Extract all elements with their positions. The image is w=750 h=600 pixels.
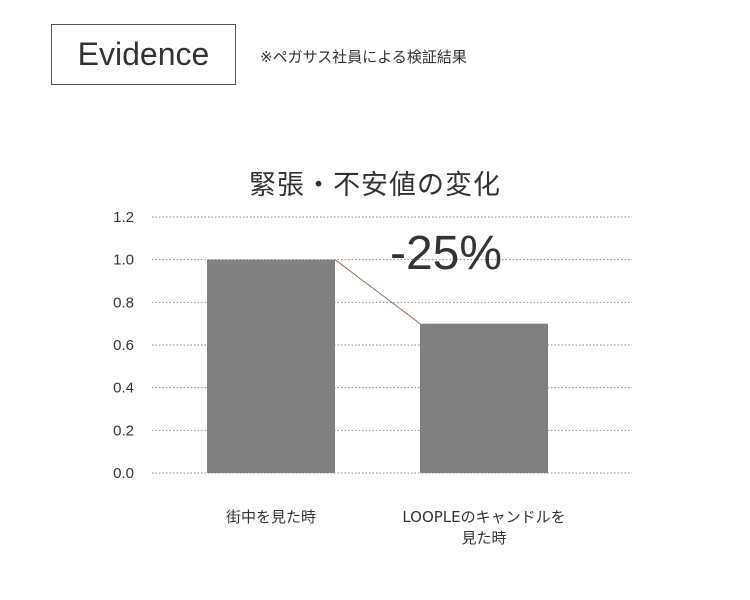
bar: [207, 259, 335, 473]
y-tick-label: 0.0: [113, 465, 134, 482]
x-category-label: LOOPLEのキャンドルを 見た時: [374, 507, 594, 549]
change-connector-line: [334, 259, 421, 325]
change-annotation: -25%: [390, 227, 503, 280]
y-tick-label: 0.8: [113, 294, 134, 311]
x-category-label: 街中を見た時: [161, 507, 381, 528]
bar: [420, 323, 548, 473]
x-category-label-line: 見た時: [461, 529, 507, 547]
y-tick-label: 1.0: [113, 252, 134, 269]
y-tick-label: 0.2: [113, 422, 134, 439]
x-category-label-line: LOOPLEのキャンドルを: [402, 508, 566, 526]
chart-title: 緊張・不安値の変化: [249, 170, 501, 201]
evidence-badge: Evidence: [51, 24, 236, 85]
x-category-label-line: 街中を見た時: [225, 508, 316, 526]
y-tick-label: 1.2: [113, 209, 134, 226]
y-tick-label: 0.4: [113, 380, 134, 397]
y-tick-label: 0.6: [113, 337, 134, 354]
study-note: ※ペガサス社員による検証結果: [260, 48, 467, 66]
